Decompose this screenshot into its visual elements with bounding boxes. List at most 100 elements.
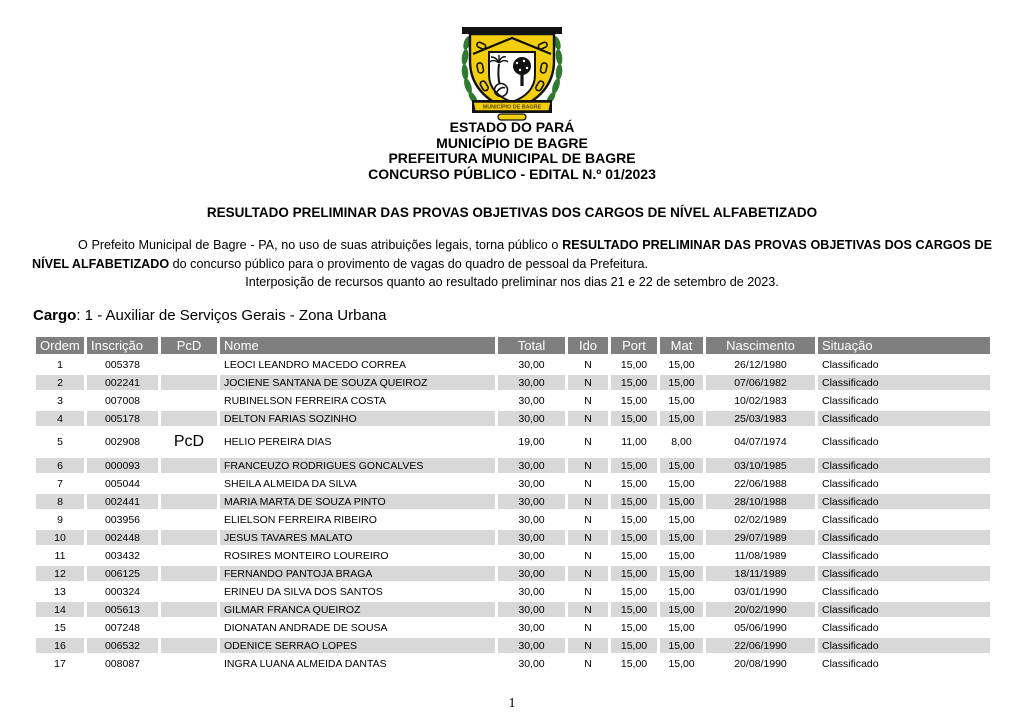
table-cell bbox=[161, 656, 217, 671]
table-row: 3 007008 RUBINELSON FERREIRA COSTA 30,00 N 15… bbox=[36, 393, 990, 408]
table-cell: 15,00 bbox=[611, 638, 657, 653]
table-cell: RUBINELSON FERREIRA COSTA bbox=[224, 394, 387, 407]
table-cell: 30,00 bbox=[498, 566, 565, 581]
table-cell: 002241 bbox=[87, 375, 158, 390]
table-cell: JOCIENE SANTANA DE SOUZA QUEIROZ bbox=[220, 375, 495, 390]
table-cell: Classificado bbox=[818, 411, 990, 426]
table-cell: 11/08/1989 bbox=[734, 549, 787, 562]
table-cell: 006125 bbox=[87, 566, 158, 581]
table-cell: 15,00 bbox=[611, 375, 657, 390]
table-cell: N bbox=[568, 566, 608, 581]
table-cell: 14 bbox=[36, 602, 84, 617]
table-cell: 15,00 bbox=[668, 358, 695, 371]
municipality-crest-icon: MUNICÍPIO DE BAGRE bbox=[461, 27, 563, 121]
table-cell: 17 bbox=[54, 657, 66, 670]
table-cell: 15,00 bbox=[620, 477, 648, 490]
table-row: 13 000324 ERINEU DA SILVA DOS SANTOS 30,00 N… bbox=[36, 584, 990, 599]
table-row: 17 008087 INGRA LUANA ALMEIDA DANTAS 30,00 N… bbox=[36, 656, 990, 671]
table-cell: MARIA MARTA DE SOUZA PINTO bbox=[220, 494, 495, 509]
table-cell: 15,00 bbox=[611, 411, 657, 426]
intro-text-before: O Prefeito Municipal de Bagre - PA, no u… bbox=[78, 238, 563, 252]
table-cell: N bbox=[568, 602, 608, 617]
table-cell: N bbox=[584, 513, 592, 526]
table-cell: 30,00 bbox=[518, 585, 545, 598]
table-cell: 22/06/1988 bbox=[734, 477, 787, 490]
table-cell: Classificado bbox=[818, 602, 990, 617]
table-cell: 006532 bbox=[87, 638, 158, 653]
table-cell bbox=[161, 530, 217, 545]
crest-ribbon bbox=[472, 101, 552, 112]
table-cell: 002908 bbox=[104, 436, 141, 448]
table-cell: 005044 bbox=[104, 477, 141, 490]
table-cell: 10 bbox=[36, 530, 84, 545]
table-cell: N bbox=[584, 358, 592, 371]
table-cell: 15,00 bbox=[668, 477, 695, 490]
intro-text-after: do concurso público para o provimento de… bbox=[169, 256, 649, 271]
table-cell: 30,00 bbox=[498, 494, 565, 509]
column-header: Mat bbox=[660, 337, 703, 354]
table-cell: N bbox=[568, 494, 608, 509]
table-cell: Classificado bbox=[822, 621, 879, 634]
table-cell: N bbox=[584, 394, 592, 407]
table-row: 12 006125 FERNANDO PANTOJA BRAGA 30,00 N 15,0… bbox=[36, 566, 990, 581]
column-header: Port bbox=[611, 337, 657, 354]
column-header: Situação bbox=[818, 337, 990, 354]
table-cell: 007008 bbox=[104, 394, 141, 407]
table-cell: 1 bbox=[57, 358, 63, 371]
table-cell: 03/10/1985 bbox=[706, 458, 815, 473]
table-cell: HELIO PEREIRA DIAS bbox=[224, 436, 332, 448]
results-table-head-row: Ordem Inscrição PcD Nome Total Ido Port Mat Nasc… bbox=[36, 337, 990, 354]
table-row: 1 005378 LEOCI LEANDRO MACEDO CORREA 30,00 N… bbox=[36, 357, 990, 372]
table-cell: 15,00 bbox=[620, 549, 648, 562]
org-header: ESTADO DO PARÁ MUNICÍPIO DE BAGRE PREFEI… bbox=[0, 119, 1024, 182]
table-cell: 15,00 bbox=[611, 494, 657, 509]
table-cell: Classificado bbox=[818, 458, 990, 473]
cargo-line: Cargo: 1 - Auxiliar de Serviços Gerais -… bbox=[33, 307, 386, 324]
table-cell bbox=[161, 548, 217, 563]
table-cell: ELIELSON FERREIRA RIBEIRO bbox=[224, 513, 377, 526]
table-cell: N bbox=[584, 549, 592, 562]
table-cell: Classificado bbox=[822, 358, 879, 371]
table-cell: N bbox=[584, 585, 592, 598]
table-cell: 16 bbox=[36, 638, 84, 653]
org-header-line-edital: CONCURSO PÚBLICO - EDITAL N.º 01/2023 bbox=[368, 165, 656, 182]
org-header-line-state: ESTADO DO PARÁ bbox=[449, 119, 575, 135]
table-cell: 000093 bbox=[87, 458, 158, 473]
table-cell: 30,00 bbox=[498, 638, 565, 653]
table-cell: 22/06/1990 bbox=[706, 638, 815, 653]
table-cell: 2 bbox=[36, 375, 84, 390]
table-cell: 8,00 bbox=[671, 436, 692, 448]
table-cell bbox=[161, 411, 217, 426]
table-cell: 15,00 bbox=[660, 566, 703, 581]
crest-container: MUNICÍPIO DE BAGRE bbox=[0, 27, 1024, 121]
table-cell: 05/06/1990 bbox=[734, 621, 787, 634]
table-cell: LEOCI LEANDRO MACEDO CORREA bbox=[224, 358, 407, 371]
table-cell: Classificado bbox=[818, 566, 990, 581]
table-cell: FRANCEUZO RODRIGUES GONCALVES bbox=[220, 458, 495, 473]
table-cell: 03/01/1990 bbox=[734, 585, 787, 598]
results-table: Ordem Inscrição PcD Nome Total Ido Port Mat Nasc… bbox=[33, 334, 993, 674]
palm-tree bbox=[489, 55, 509, 85]
table-cell: 15,00 bbox=[660, 602, 703, 617]
table-cell: 15,00 bbox=[611, 602, 657, 617]
table-cell: 30,00 bbox=[498, 458, 565, 473]
table-cell: 30,00 bbox=[518, 477, 545, 490]
crest-banner-text: MUNICÍPIO DE BAGRE bbox=[483, 103, 542, 111]
table-row: 4 005178 DELTON FARIAS SOZINHO 30,00 N 15,00 1… bbox=[36, 411, 990, 426]
table-cell: 002441 bbox=[87, 494, 158, 509]
org-header-line-prefecture: PREFEITURA MUNICIPAL DE BAGRE bbox=[388, 150, 636, 166]
table-cell: 000324 bbox=[104, 585, 141, 598]
table-cell: 002448 bbox=[87, 530, 158, 545]
table-row: 7 005044 SHEILA ALMEIDA DA SILVA 30,00 N 15,0… bbox=[36, 476, 990, 491]
table-cell: N bbox=[568, 530, 608, 545]
table-cell: ROSIRES MONTEIRO LOUREIRO bbox=[224, 549, 389, 562]
table-cell: 15,00 bbox=[611, 530, 657, 545]
crest-bottom-scroll bbox=[497, 113, 527, 121]
page-number: 1 bbox=[508, 696, 516, 711]
table-cell: 15 bbox=[54, 621, 66, 634]
table-cell bbox=[161, 357, 217, 372]
column-header: Inscrição bbox=[87, 337, 158, 354]
table-cell: Classificado bbox=[822, 585, 879, 598]
table-cell: 30,00 bbox=[518, 549, 545, 562]
table-cell: 003432 bbox=[104, 549, 141, 562]
